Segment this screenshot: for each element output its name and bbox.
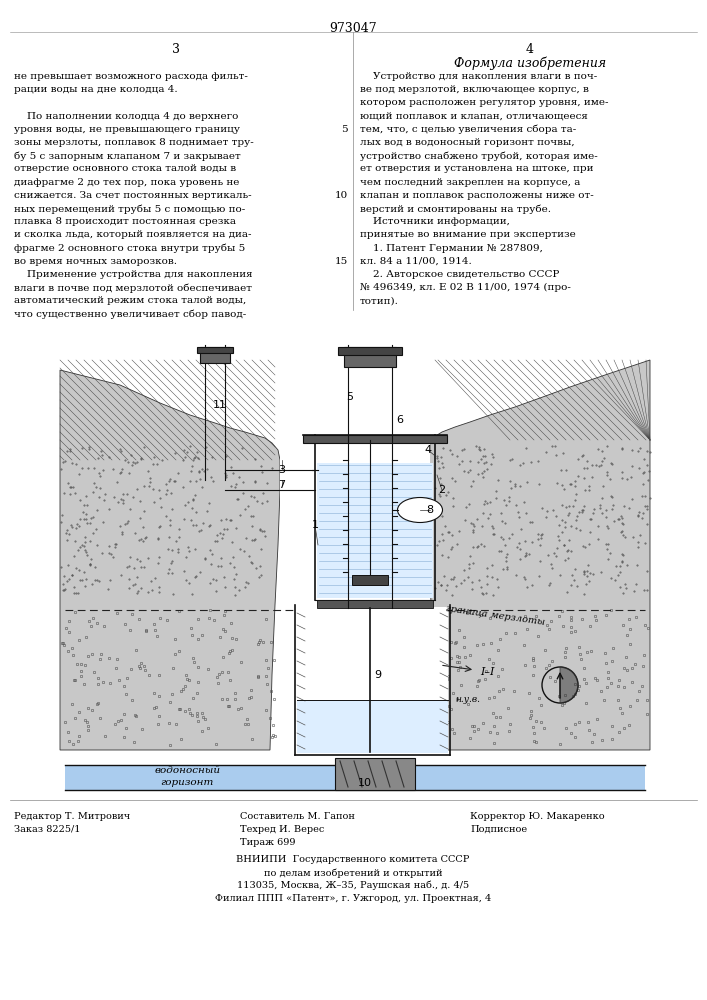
Text: 2: 2 — [438, 485, 445, 495]
Text: 3: 3 — [279, 465, 286, 475]
Text: 3: 3 — [172, 43, 180, 56]
Text: ет отверстия и установлена на штоке, при: ет отверстия и установлена на штоке, при — [360, 164, 593, 173]
Text: и сколка льда, который появляется на диа-: и сколка льда, который появляется на диа… — [14, 230, 252, 239]
Text: не превышает возможного расхода фильт-: не превышает возможного расхода фильт- — [14, 72, 248, 81]
Bar — [338, 347, 402, 355]
Text: 8: 8 — [426, 505, 433, 515]
Text: верстий и смонтированы на трубе.: верстий и смонтированы на трубе. — [360, 204, 551, 214]
Text: 4: 4 — [526, 43, 534, 56]
Text: Составитель М. Гапон: Составитель М. Гапон — [240, 812, 355, 821]
Bar — [65, 765, 645, 790]
Text: влаги в почве под мерзлотой обеспечивает: влаги в почве под мерзлотой обеспечивает — [14, 283, 252, 293]
Text: По наполнении колодца 4 до верхнего: По наполнении колодца 4 до верхнего — [14, 112, 238, 121]
Text: отверстие основного стока талой воды в: отверстие основного стока талой воды в — [14, 164, 236, 173]
Text: 113035, Москва, Ж–35, Раушская наб., д. 4/5: 113035, Москва, Ж–35, Раушская наб., д. … — [237, 881, 469, 890]
Text: горизонт: горизонт — [160, 778, 214, 787]
Text: 5: 5 — [341, 125, 348, 134]
Text: чем последний закреплен на корпусе, а: чем последний закреплен на корпусе, а — [360, 178, 580, 187]
Bar — [335, 758, 415, 790]
Bar — [60, 315, 650, 790]
Bar — [317, 463, 433, 598]
Text: 15: 15 — [334, 257, 348, 266]
Text: Редактор Т. Митрович: Редактор Т. Митрович — [14, 812, 130, 821]
Text: I–I: I–I — [480, 667, 494, 677]
Text: Применение устройства для накопления: Применение устройства для накопления — [14, 270, 252, 279]
Text: Тираж 699: Тираж 699 — [240, 838, 296, 847]
Text: № 496349, кл. Е 02 В 11/00, 1974 (про-: № 496349, кл. Е 02 В 11/00, 1974 (про- — [360, 283, 571, 292]
Text: 2. Авторское свидетельство СССР: 2. Авторское свидетельство СССР — [360, 270, 559, 279]
Text: Заказ 8225/1: Заказ 8225/1 — [14, 825, 81, 834]
Text: Источники информации,: Источники информации, — [360, 217, 510, 226]
Text: что существенно увеличивает сбор павод-: что существенно увеличивает сбор павод- — [14, 310, 246, 319]
Text: Техред И. Верес: Техред И. Верес — [240, 825, 325, 834]
Text: клапан и поплавок расположены ниже от-: клапан и поплавок расположены ниже от- — [360, 191, 594, 200]
Text: фрагме 2 основного стока внутри трубы 5: фрагме 2 основного стока внутри трубы 5 — [14, 244, 245, 253]
Text: 7: 7 — [279, 480, 286, 490]
Text: 5: 5 — [346, 392, 354, 402]
Text: Подписное: Подписное — [470, 825, 527, 834]
Text: рации воды на дне колодца 4.: рации воды на дне колодца 4. — [14, 85, 177, 94]
Text: водоносный: водоносный — [155, 766, 221, 775]
Text: 11: 11 — [213, 400, 227, 410]
Bar — [280, 435, 430, 750]
Text: по делам изобретений и открытий: по делам изобретений и открытий — [264, 868, 443, 878]
Text: н.у.в.: н.у.в. — [455, 696, 480, 704]
Ellipse shape — [397, 497, 443, 522]
Text: 10: 10 — [358, 778, 372, 788]
Text: диафрагме 2 до тех пор, пока уровень не: диафрагме 2 до тех пор, пока уровень не — [14, 178, 240, 187]
Text: 6: 6 — [397, 415, 404, 425]
Text: котором расположен регулятор уровня, име-: котором расположен регулятор уровня, име… — [360, 98, 609, 107]
Text: зоны мерзлоты, поплавок 8 поднимает тру-: зоны мерзлоты, поплавок 8 поднимает тру- — [14, 138, 254, 147]
Text: лых вод в водоносный горизонт почвы,: лых вод в водоносный горизонт почвы, — [360, 138, 575, 147]
Text: 1: 1 — [312, 520, 318, 530]
Polygon shape — [60, 370, 280, 750]
Bar — [344, 347, 396, 367]
Text: уровня воды, не превышающего границу: уровня воды, не превышающего границу — [14, 125, 240, 134]
Text: 10: 10 — [334, 191, 348, 200]
Text: кл. 84 а 11/00, 1914.: кл. 84 а 11/00, 1914. — [360, 257, 472, 266]
Text: ве под мерзлотой, включающее корпус, в: ве под мерзлотой, включающее корпус, в — [360, 85, 589, 94]
Bar — [297, 607, 448, 753]
Bar — [297, 700, 448, 753]
Text: тотип).: тотип). — [360, 296, 399, 305]
Bar — [352, 575, 388, 585]
Polygon shape — [428, 360, 650, 750]
Bar — [197, 347, 233, 353]
Text: во время ночных заморозков.: во время ночных заморозков. — [14, 257, 177, 266]
Text: ющий поплавок и клапан, отличающееся: ющий поплавок и клапан, отличающееся — [360, 112, 588, 121]
Polygon shape — [560, 667, 578, 703]
Text: 4: 4 — [424, 445, 431, 455]
Text: плавка 8 происходит постоянная срезка: плавка 8 происходит постоянная срезка — [14, 217, 236, 226]
Text: устройство снабжено трубой, которая име-: устройство снабжено трубой, которая име- — [360, 151, 597, 161]
Bar — [303, 435, 447, 443]
Bar — [200, 347, 230, 363]
Text: Корректор Ю. Макаренко: Корректор Ю. Макаренко — [470, 812, 604, 821]
Text: Устройство для накопления влаги в поч-: Устройство для накопления влаги в поч- — [360, 72, 597, 81]
Text: 1. Патент Германии № 287809,: 1. Патент Германии № 287809, — [360, 244, 543, 253]
Text: тем, что, с целью увеличения сбора та-: тем, что, с целью увеличения сбора та- — [360, 125, 576, 134]
Text: бу 5 с запорным клапаном 7 и закрывает: бу 5 с запорным клапаном 7 и закрывает — [14, 151, 241, 161]
Text: 973047: 973047 — [329, 22, 377, 35]
Text: принятые во внимание при экспертизе: принятые во внимание при экспертизе — [360, 230, 575, 239]
Text: 9: 9 — [375, 670, 382, 680]
Bar — [317, 600, 433, 608]
Text: граница мерзлоты: граница мерзлоты — [445, 604, 546, 627]
Text: ВНИИПИ  Государственного комитета СССР: ВНИИПИ Государственного комитета СССР — [236, 855, 469, 864]
Text: снижается. За счет постоянных вертикаль-: снижается. За счет постоянных вертикаль- — [14, 191, 252, 200]
Text: автоматический режим стока талой воды,: автоматический режим стока талой воды, — [14, 296, 246, 305]
Text: Формула изобретения: Формула изобретения — [454, 57, 606, 70]
Text: ных перемещений трубы 5 с помощью по-: ных перемещений трубы 5 с помощью по- — [14, 204, 245, 214]
Text: Филиал ППП «Патент», г. Ужгород, ул. Проектная, 4: Филиал ППП «Патент», г. Ужгород, ул. Про… — [215, 894, 491, 903]
